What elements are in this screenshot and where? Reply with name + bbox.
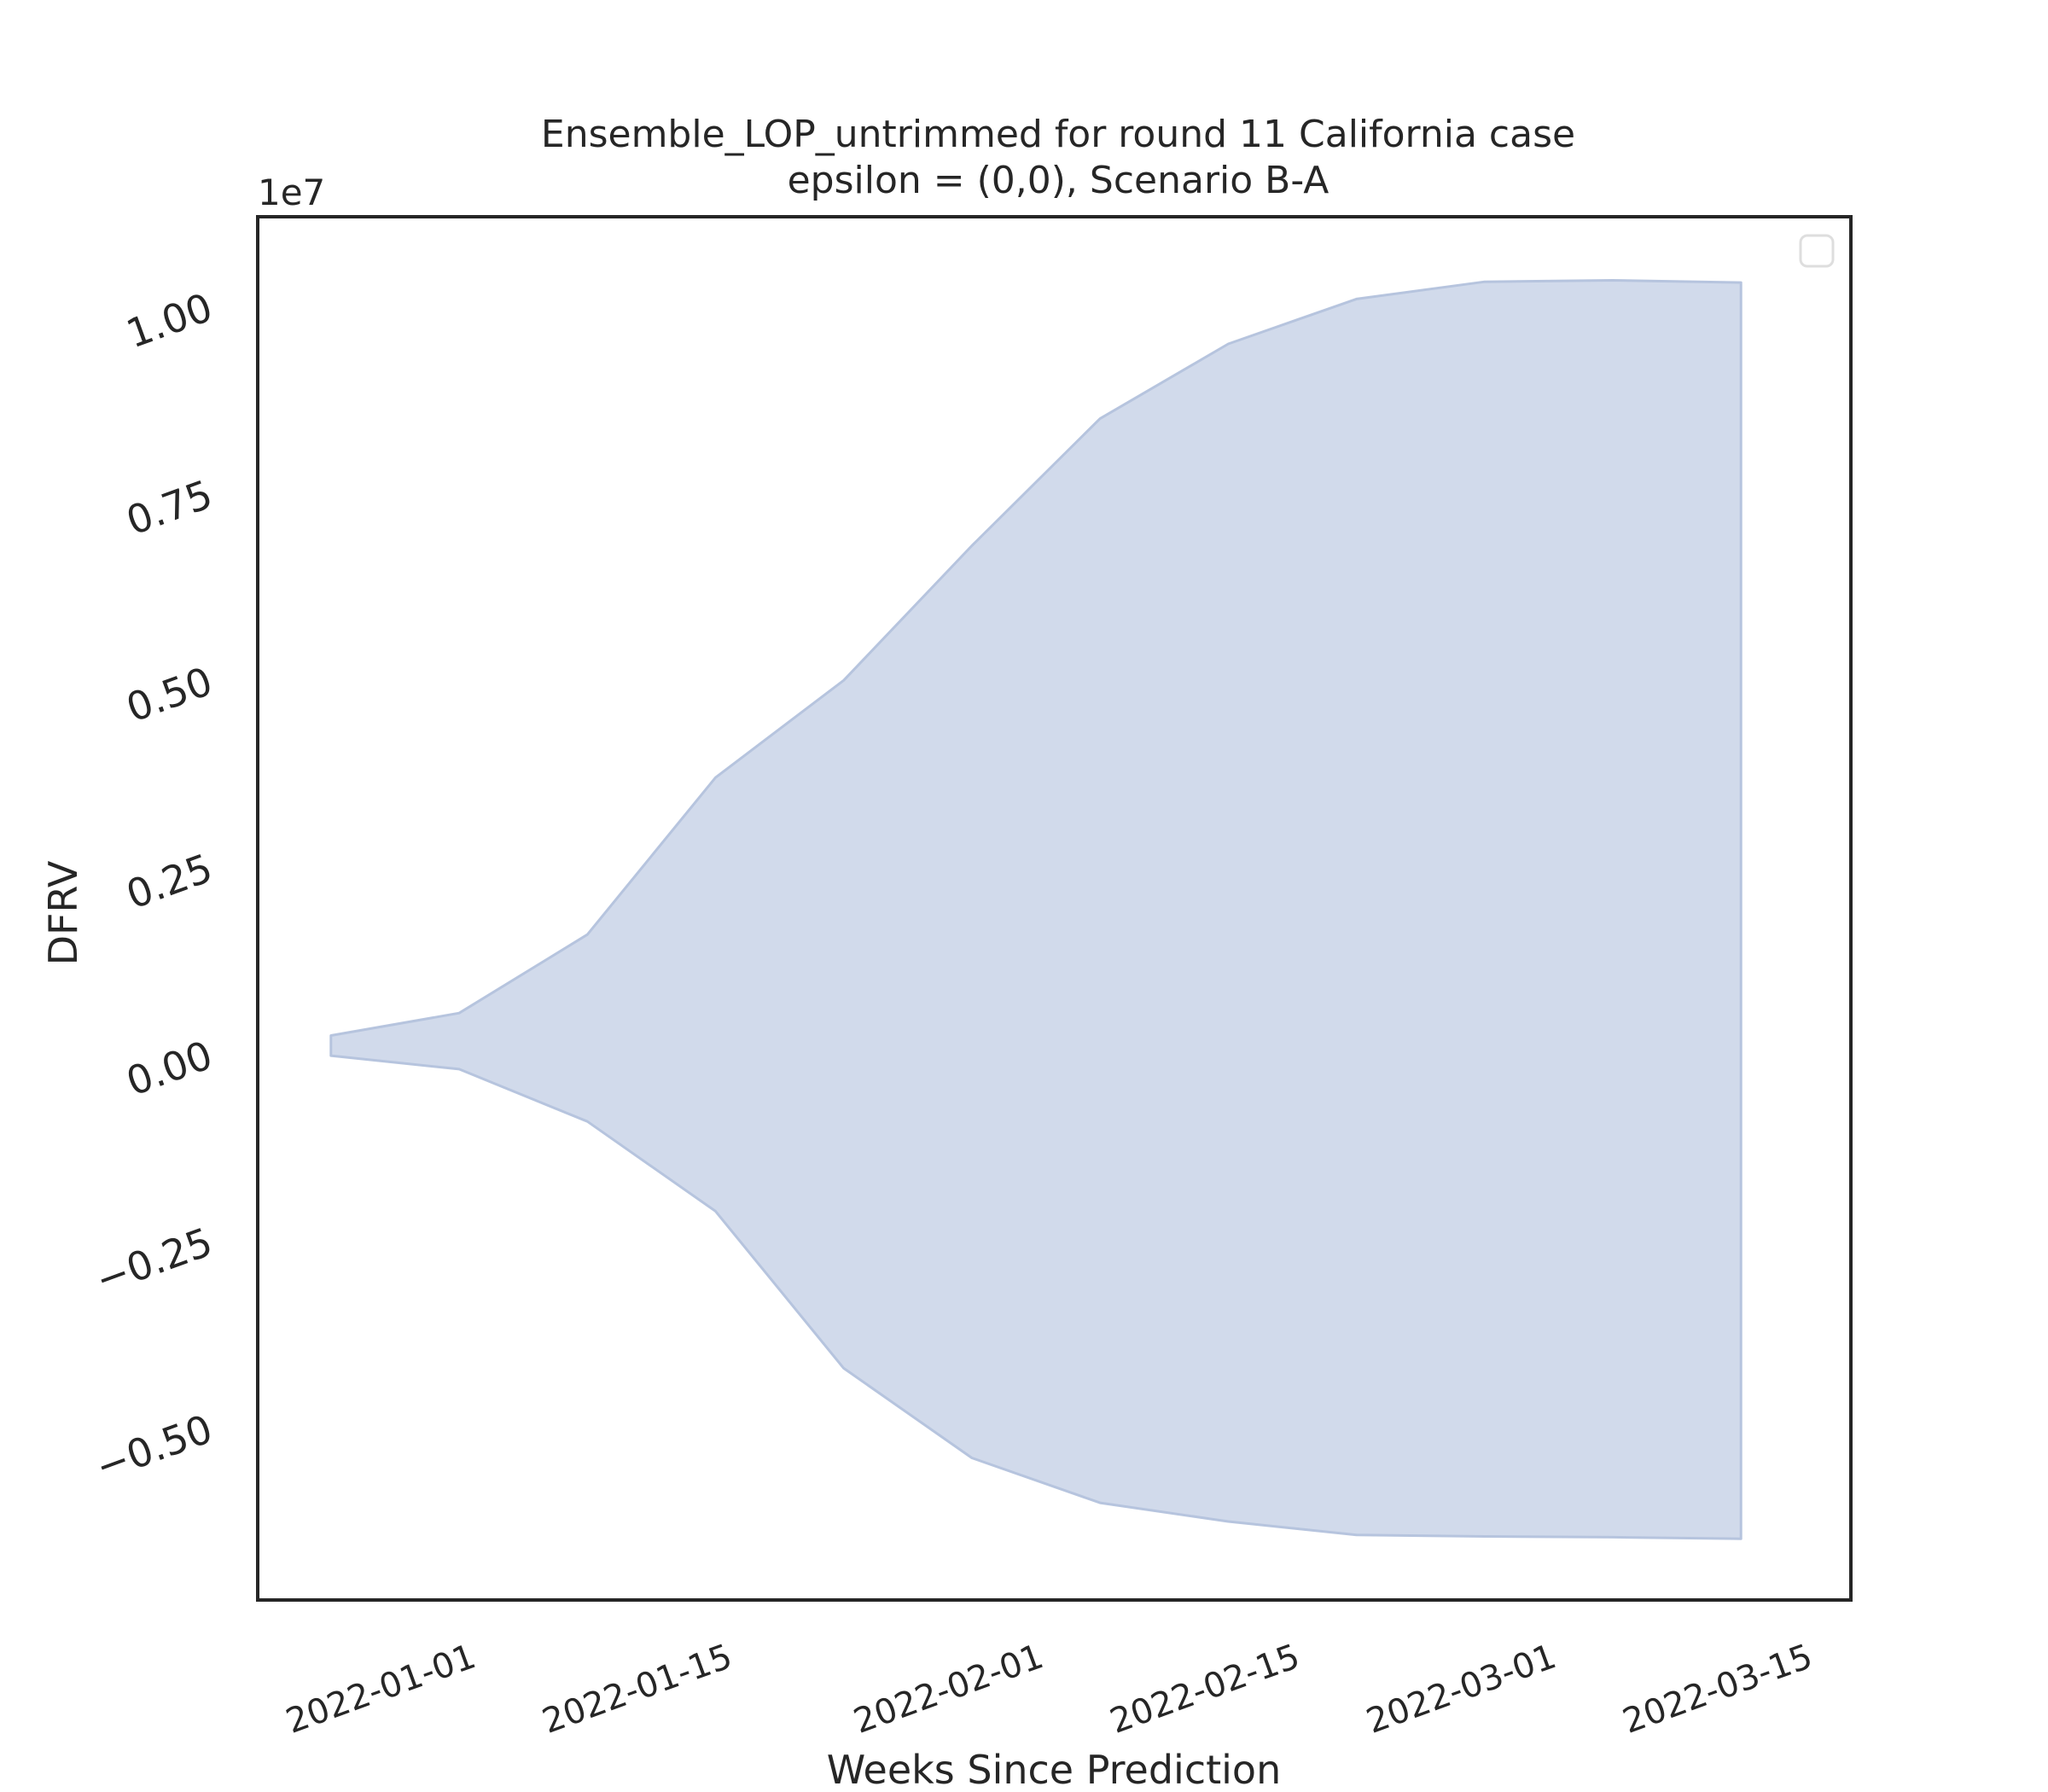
plot-area [329, 279, 1743, 1540]
y-tick-label: 1.00 [120, 284, 218, 358]
y-axis-ticks: −0.50 −0.25 0.00 0.25 0.50 0.75 1.00 [90, 284, 218, 1490]
x-tick-label: 2022-02-01 [849, 1637, 1049, 1742]
y-tick-label: −0.25 [90, 1219, 218, 1303]
y-offset-label: 1e7 [258, 172, 325, 213]
plot-frame [256, 215, 1853, 1602]
y-tick-label: 0.25 [120, 845, 218, 918]
chart-title: Ensemble_LOP_untrimmed for round 11 Cali… [541, 113, 1575, 156]
x-tick-label: 2022-01-01 [281, 1637, 480, 1742]
confidence-band [329, 279, 1743, 1540]
x-tick-label: 2022-03-01 [1361, 1637, 1561, 1742]
x-axis-ticks: 2022-01-01 2022-01-15 2022-02-01 2022-02-15… [281, 1637, 1818, 1742]
x-axis-label: Weeks Since Prediction [827, 1747, 1281, 1792]
legend-box [1799, 234, 1835, 268]
chart-subtitle: epsilon = (0,0), Scenario B-A [788, 159, 1329, 202]
y-axis-label: DFRV [40, 860, 86, 965]
x-tick-label: 2022-01-15 [538, 1637, 737, 1742]
y-tick-label: 0.50 [120, 658, 218, 731]
y-tick-label: 0.00 [120, 1032, 218, 1105]
y-tick-label: 0.75 [120, 471, 218, 544]
y-tick-label: −0.50 [90, 1405, 218, 1490]
x-tick-label: 2022-02-15 [1105, 1637, 1305, 1742]
x-tick-label: 2022-03-15 [1618, 1637, 1818, 1742]
